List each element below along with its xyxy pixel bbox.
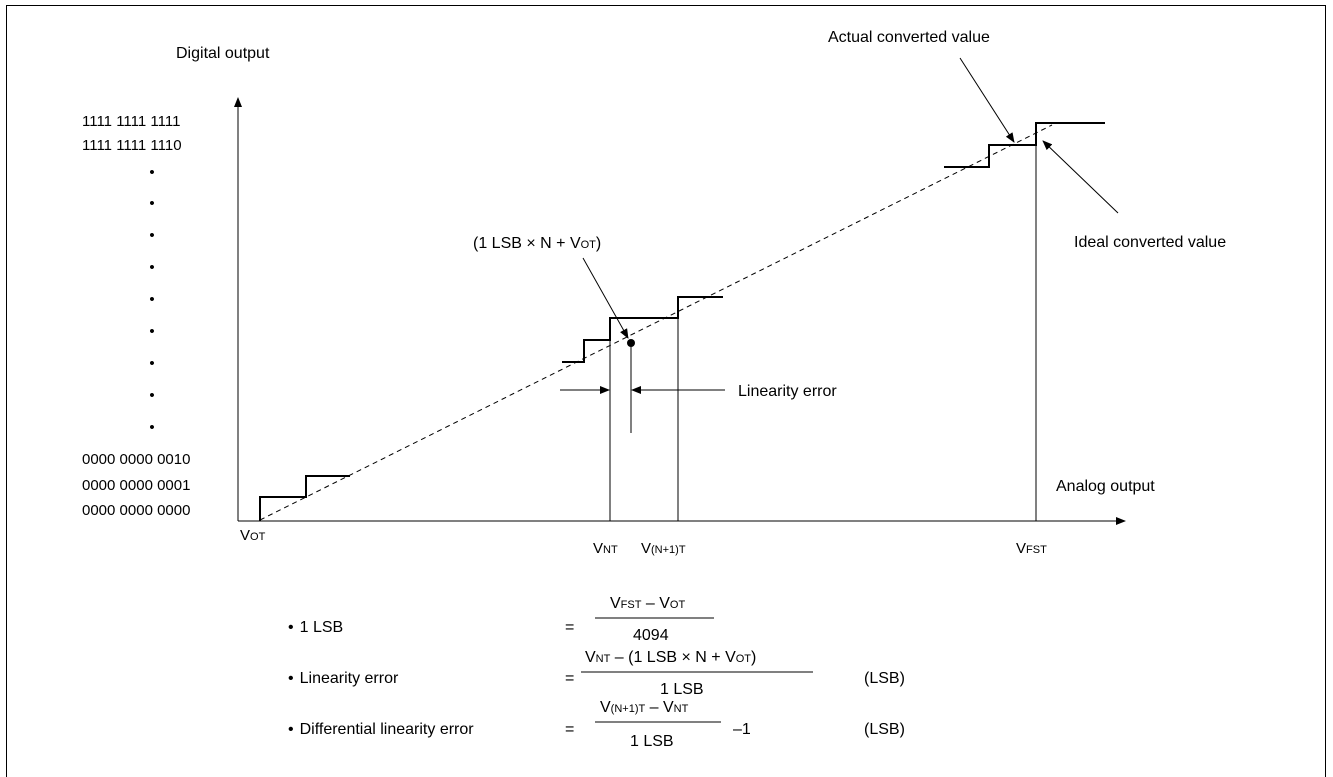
svg-text:•: • [149,323,154,340]
point-arrow [582,257,629,339]
staircase-low [259,475,350,521]
ellipsis-dots: • • • • • • • • • [149,164,154,436]
code-bot-3: 0000 0000 0010 [82,451,190,468]
tick-vfst: VFST [1016,540,1047,557]
actual-arrow [959,57,1015,143]
code-bot-2: 0000 0000 0001 [82,477,190,494]
figure-frame [6,5,1326,777]
ideal-arrow [1042,140,1119,214]
svg-text:(LSB): (LSB) [864,670,905,687]
svg-text:•: • [149,259,154,276]
code-top-2: 1111 1111 1110 [82,137,182,154]
point-label: (1 LSB × N + VOT) [473,235,601,252]
svg-text:V(N+1)T – VNT: V(N+1)T – VNT [600,699,689,716]
svg-text:–1: –1 [733,721,751,738]
code-top-1: 1111 1111 1111 [82,113,180,130]
svg-text:VFST – VOT: VFST – VOT [610,595,685,612]
svg-text:•Differential linearity error: • Differential linearity error [288,721,474,738]
svg-text:•: • [149,355,154,372]
formula-differential: • Differential linearity error = V(N+1)T … [288,699,905,750]
y-axis-title: Digital output [176,45,270,62]
ideal-point [627,339,635,347]
svg-text:•1 LSB: • 1 LSB [288,619,343,636]
svg-text:•: • [149,195,154,212]
svg-text:=: = [565,670,574,687]
svg-text:1 LSB: 1 LSB [630,733,674,750]
svg-text:•: • [149,227,154,244]
actual-label: Actual converted value [828,29,990,46]
formula-linearity: • Linearity error = VNT – (1 LSB × N + VO… [288,649,905,698]
svg-text:•: • [149,291,154,308]
ideal-line [259,124,1053,521]
formula-lsb: • 1 LSB = VFST – VOT 4094 [288,595,714,644]
ideal-label: Ideal converted value [1074,234,1226,251]
svg-text:•: • [149,387,154,404]
svg-text:•: • [149,164,154,181]
svg-text:VNT – (1 LSB × N + VOT): VNT – (1 LSB × N + VOT) [585,649,756,666]
lin-error-label: Linearity error [738,383,837,400]
staircase-high [944,122,1105,168]
tick-vot: VOT [240,527,266,544]
svg-text:=: = [565,619,574,636]
code-bot-1: 0000 0000 0000 [82,502,190,519]
tick-vn1t: V(N+1)T [641,540,686,557]
svg-text:(LSB): (LSB) [864,721,905,738]
svg-text:4094: 4094 [633,627,669,644]
svg-text:1 LSB: 1 LSB [660,681,704,698]
svg-text:•: • [149,419,154,436]
svg-text:•Linearity error: • Linearity error [288,670,399,687]
svg-text:=: = [565,721,574,738]
x-axis-title: Analog output [1056,478,1155,495]
tick-vnt: VNT [593,540,618,557]
